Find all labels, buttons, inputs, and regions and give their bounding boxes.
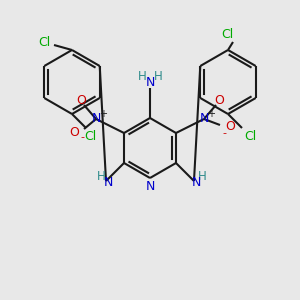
Text: O: O (69, 127, 79, 140)
Text: H: H (154, 70, 162, 83)
Text: -: - (80, 132, 84, 142)
Text: N: N (145, 179, 155, 193)
Text: H: H (198, 169, 206, 182)
Text: Cl: Cl (244, 130, 256, 142)
Text: Cl: Cl (38, 37, 50, 50)
Text: +: + (99, 109, 107, 119)
Text: Cl: Cl (221, 28, 233, 40)
Text: N: N (145, 76, 155, 89)
Text: N: N (191, 176, 201, 190)
Text: O: O (225, 121, 235, 134)
Text: H: H (138, 70, 146, 83)
Text: +: + (207, 109, 215, 119)
Text: -: - (222, 128, 226, 138)
Text: N: N (103, 176, 113, 190)
Text: N: N (91, 112, 101, 125)
Text: H: H (97, 169, 105, 182)
Text: N: N (199, 112, 209, 125)
Text: Cl: Cl (84, 130, 96, 142)
Text: O: O (214, 94, 224, 106)
Text: O: O (76, 94, 86, 106)
